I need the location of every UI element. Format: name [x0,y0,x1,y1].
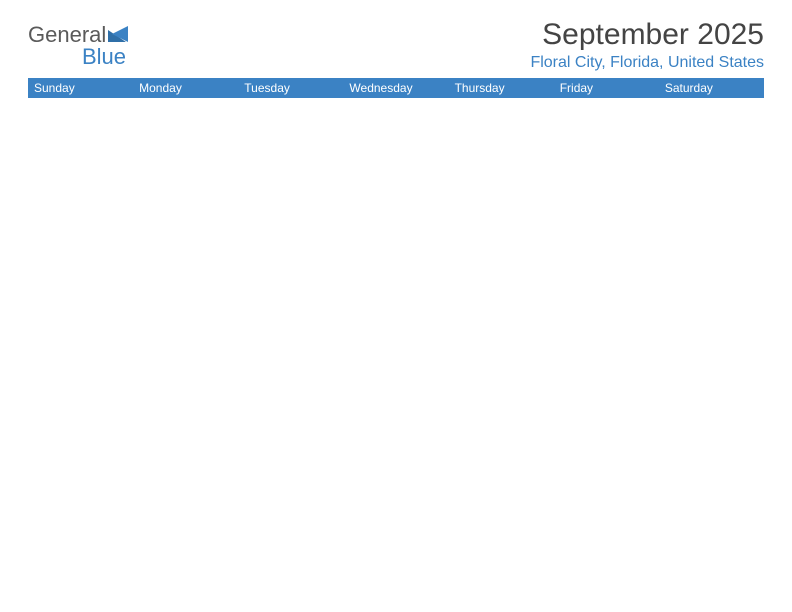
day-header: Saturday [659,78,764,98]
day-header: Wednesday [343,78,448,98]
day-header: Friday [554,78,659,98]
logo-text-1: General [28,24,106,46]
location-text: Floral City, Florida, United States [530,54,764,72]
logo-text-2: Blue [82,46,130,68]
calendar-table: SundayMondayTuesdayWednesdayThursdayFrid… [28,78,764,98]
day-header-row: SundayMondayTuesdayWednesdayThursdayFrid… [28,78,764,98]
day-header: Sunday [28,78,133,98]
logo: General Blue [28,18,130,68]
logo-icon [108,24,130,46]
day-header: Monday [133,78,238,98]
day-header: Tuesday [238,78,343,98]
day-header: Thursday [449,78,554,98]
header: General Blue September 2025 Floral City,… [28,18,764,72]
page-title: September 2025 [530,18,764,52]
